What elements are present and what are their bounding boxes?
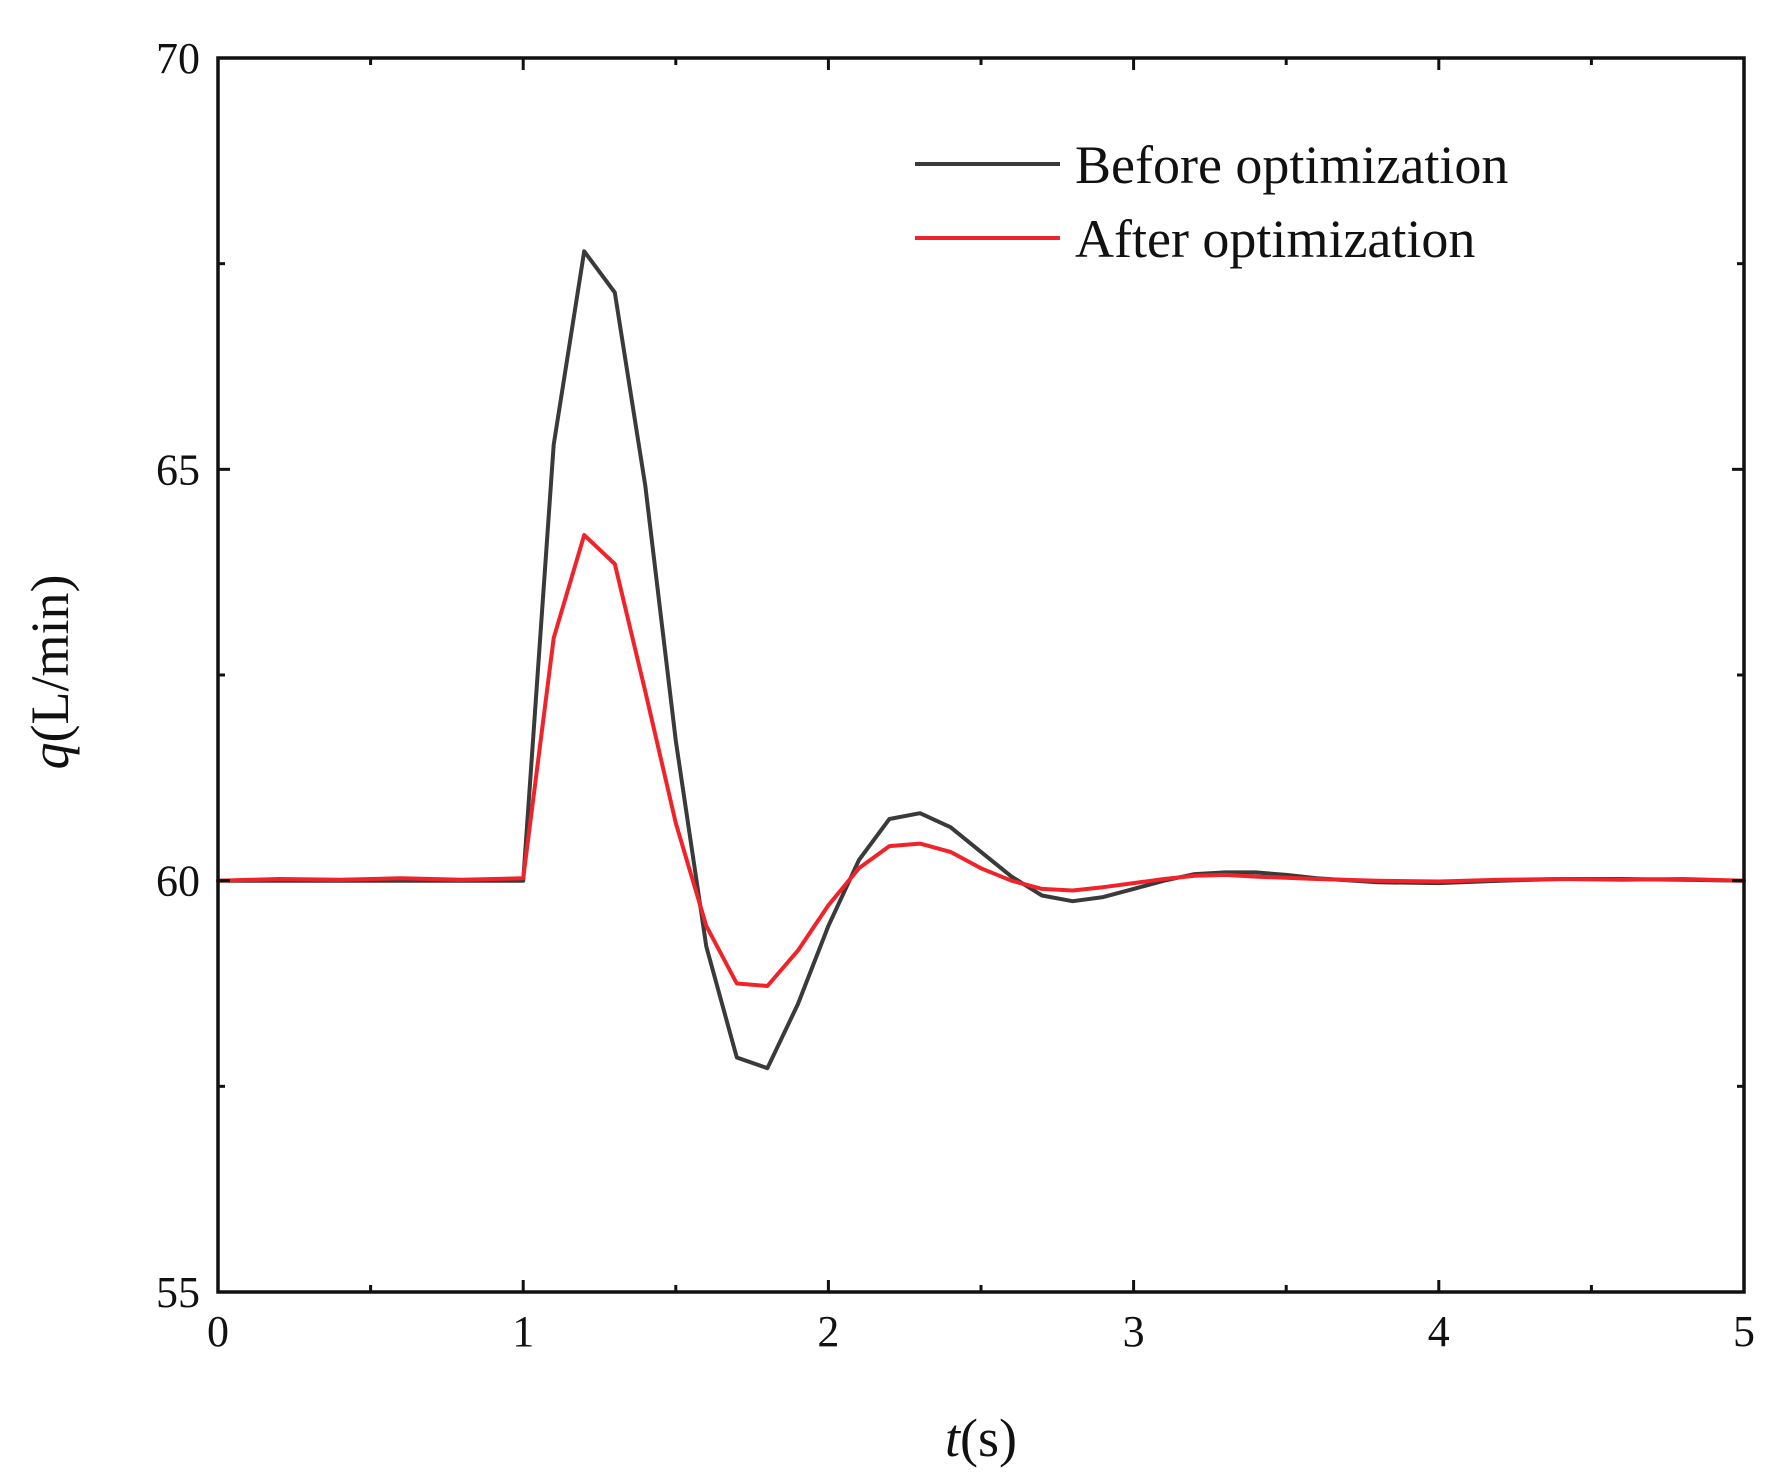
series-layer xyxy=(216,249,1746,1071)
series-line-after-optimization xyxy=(216,533,1746,988)
x-tick-label: 4 xyxy=(1428,1307,1450,1356)
ticks-layer xyxy=(216,56,1746,1294)
x-tick-label: 1 xyxy=(512,1307,534,1356)
x-axis-label-symbol: t xyxy=(945,1408,962,1468)
y-tick-label: 70 xyxy=(156,34,200,83)
x-tick-label: 0 xyxy=(207,1307,229,1356)
y-axis-label-unit: (L/min) xyxy=(20,575,80,743)
y-axis-label-symbol: q xyxy=(20,742,80,769)
x-tick-label: 2 xyxy=(817,1307,839,1356)
y-tick-label: 65 xyxy=(156,445,200,494)
legend-label-after: After optimization xyxy=(1075,209,1475,269)
legend-label-before: Before optimization xyxy=(1075,135,1508,195)
x-axis-label-unit: (s) xyxy=(960,1408,1017,1468)
y-axis-label: q(L/min) xyxy=(20,575,80,770)
x-tick-label: 5 xyxy=(1733,1307,1755,1356)
x-axis-label: t(s) xyxy=(945,1408,1017,1468)
y-tick-label: 55 xyxy=(156,1268,200,1317)
x-tick-label: 3 xyxy=(1123,1307,1145,1356)
legend: Before optimization After optimization xyxy=(915,135,1508,269)
y-tick-label: 60 xyxy=(156,857,200,906)
